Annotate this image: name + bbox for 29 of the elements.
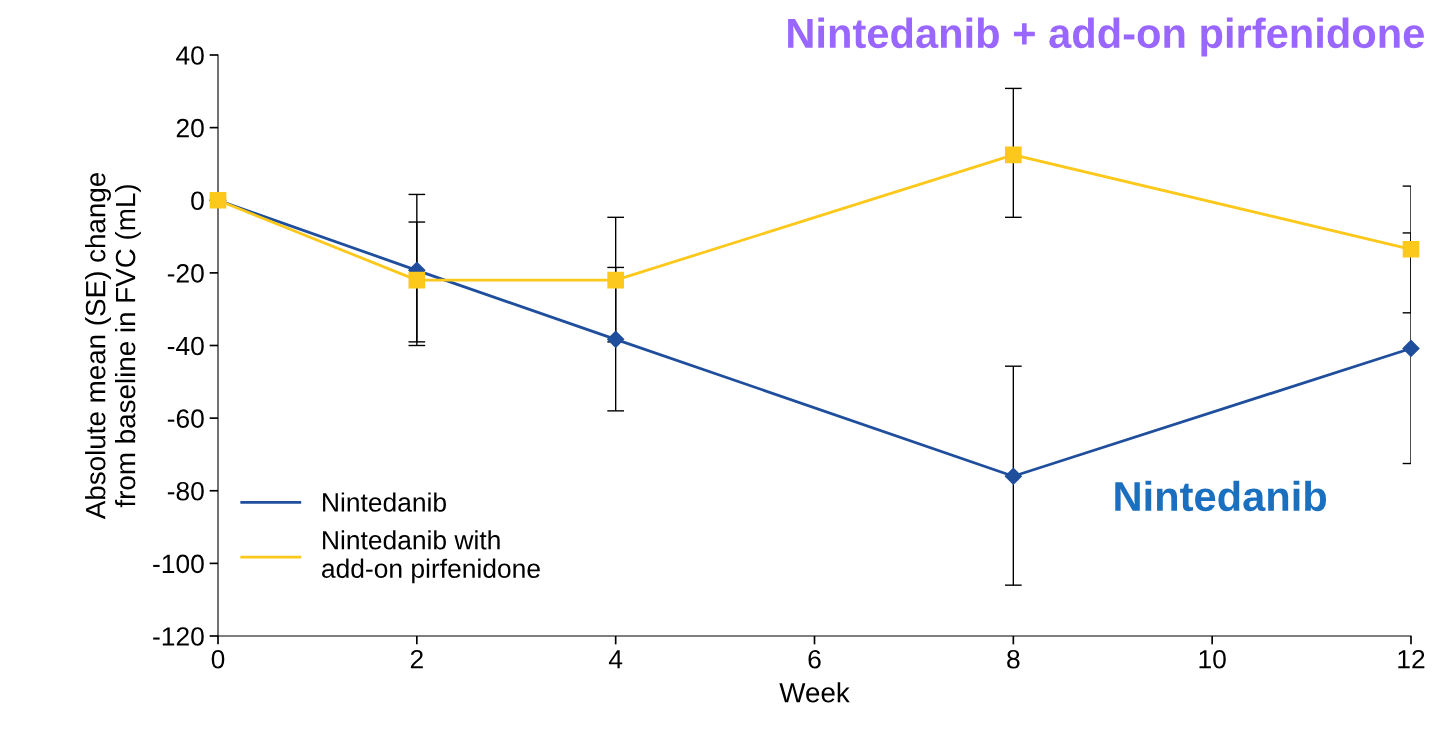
y-tick-label: -80 [167, 481, 204, 501]
y-tick-label: -120 [153, 627, 204, 646]
annotation: Nintedanib + add-on pirfenidone [788, 17, 1424, 57]
y-axis-title: Absolute mean (SE) change from baseline in FVC (mL) [85, 173, 141, 520]
point [1004, 467, 1022, 485]
legend-label: Nintedanib with add-on pirfenidone [322, 530, 540, 584]
point [607, 271, 625, 289]
y-tick-label: -40 [167, 336, 204, 356]
y-tick-label: -100 [153, 554, 204, 574]
point [1402, 339, 1420, 357]
x-tick-label: 0 [211, 649, 225, 669]
legend-label: Nintedanib [323, 492, 446, 512]
annotation: Nintedanib [1115, 480, 1327, 512]
point [607, 330, 625, 348]
y-tick-label: 40 [176, 46, 204, 65]
point [408, 271, 426, 289]
point [1402, 240, 1420, 258]
x-tick-label: 4 [608, 650, 623, 669]
y-tick-label: 20 [176, 118, 204, 138]
point [1004, 146, 1022, 164]
x-tick-label: 10 [1199, 649, 1226, 669]
y-tick-label: -20 [167, 264, 204, 283]
x-tick-label: 8 [1007, 649, 1020, 669]
y-tick-label: 0 [191, 191, 204, 211]
x-tick-label: 12 [1398, 649, 1425, 669]
x-tick-label: 6 [808, 649, 821, 669]
x-axis-title: Week [779, 682, 850, 703]
y-tick-label: -60 [167, 409, 204, 428]
x-tick-label: 2 [410, 649, 423, 669]
